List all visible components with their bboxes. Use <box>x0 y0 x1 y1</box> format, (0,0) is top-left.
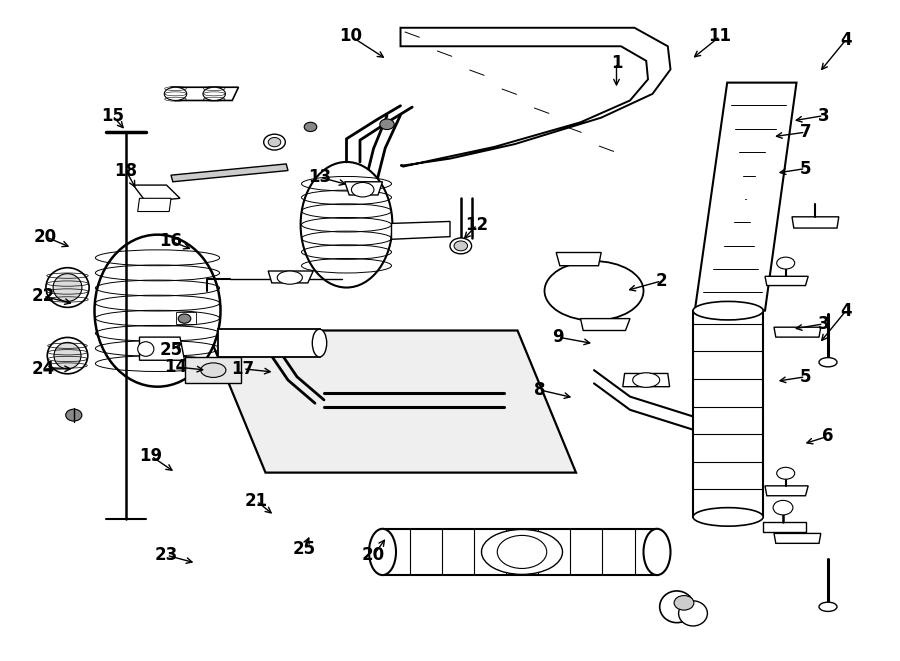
Ellipse shape <box>693 301 763 320</box>
Ellipse shape <box>47 337 88 374</box>
Ellipse shape <box>53 274 82 301</box>
Polygon shape <box>765 276 808 286</box>
Polygon shape <box>140 337 184 360</box>
Text: 23: 23 <box>155 546 178 564</box>
Polygon shape <box>580 319 630 330</box>
Ellipse shape <box>138 342 154 356</box>
Ellipse shape <box>66 409 82 421</box>
Ellipse shape <box>660 591 694 623</box>
Text: 2: 2 <box>656 272 667 290</box>
Polygon shape <box>774 533 821 543</box>
Polygon shape <box>218 329 320 357</box>
Ellipse shape <box>277 271 302 284</box>
Polygon shape <box>765 486 808 496</box>
Polygon shape <box>345 182 382 195</box>
Ellipse shape <box>482 529 562 574</box>
Polygon shape <box>207 330 576 473</box>
Text: 20: 20 <box>362 546 385 564</box>
Text: 19: 19 <box>140 447 163 465</box>
Ellipse shape <box>633 373 660 387</box>
Ellipse shape <box>301 162 392 288</box>
Polygon shape <box>763 522 806 532</box>
Text: 6: 6 <box>823 427 833 446</box>
Text: 24: 24 <box>32 360 55 378</box>
Ellipse shape <box>264 134 285 150</box>
Text: 8: 8 <box>535 381 545 399</box>
Text: 17: 17 <box>231 360 255 378</box>
Text: 9: 9 <box>553 328 563 346</box>
Ellipse shape <box>369 529 396 575</box>
Text: 22: 22 <box>32 287 55 305</box>
Ellipse shape <box>679 601 707 626</box>
Ellipse shape <box>94 235 220 387</box>
Polygon shape <box>792 217 839 228</box>
Polygon shape <box>171 87 238 100</box>
Polygon shape <box>138 198 171 212</box>
Polygon shape <box>623 373 670 387</box>
Ellipse shape <box>773 500 793 515</box>
Polygon shape <box>171 164 288 182</box>
Polygon shape <box>133 185 180 202</box>
Text: 4: 4 <box>841 301 851 320</box>
Ellipse shape <box>777 257 795 269</box>
Text: 15: 15 <box>101 106 124 125</box>
Ellipse shape <box>178 314 191 323</box>
Text: 3: 3 <box>818 315 829 333</box>
Text: 5: 5 <box>800 368 811 386</box>
Ellipse shape <box>352 182 374 197</box>
Text: 21: 21 <box>245 492 268 510</box>
Ellipse shape <box>380 119 394 130</box>
Ellipse shape <box>454 241 468 251</box>
Text: 12: 12 <box>465 215 489 234</box>
Text: 20: 20 <box>33 227 57 246</box>
Ellipse shape <box>544 261 644 321</box>
Ellipse shape <box>312 329 327 357</box>
Ellipse shape <box>201 363 226 377</box>
Polygon shape <box>556 253 601 266</box>
Ellipse shape <box>560 271 628 311</box>
Ellipse shape <box>450 238 472 254</box>
Text: 1: 1 <box>611 54 622 72</box>
Text: 5: 5 <box>800 159 811 178</box>
Ellipse shape <box>164 87 187 100</box>
Text: 13: 13 <box>308 168 331 186</box>
Ellipse shape <box>46 268 89 307</box>
Polygon shape <box>695 83 796 311</box>
Polygon shape <box>184 357 241 383</box>
Polygon shape <box>392 221 450 239</box>
Polygon shape <box>268 271 313 283</box>
Ellipse shape <box>54 342 81 369</box>
Text: 25: 25 <box>292 539 316 558</box>
Text: 7: 7 <box>800 123 811 141</box>
Text: 3: 3 <box>818 106 829 125</box>
Ellipse shape <box>202 87 225 100</box>
Polygon shape <box>382 529 657 575</box>
Polygon shape <box>693 311 763 517</box>
Ellipse shape <box>777 467 795 479</box>
Text: 18: 18 <box>114 161 138 180</box>
Ellipse shape <box>268 137 281 147</box>
Ellipse shape <box>819 602 837 611</box>
Text: 16: 16 <box>159 232 183 251</box>
Ellipse shape <box>674 596 694 610</box>
Ellipse shape <box>644 529 670 575</box>
Polygon shape <box>774 327 821 337</box>
Text: 10: 10 <box>339 27 363 46</box>
Ellipse shape <box>693 508 763 526</box>
Polygon shape <box>400 28 670 167</box>
Ellipse shape <box>497 535 547 568</box>
Text: 25: 25 <box>159 341 183 360</box>
Text: 4: 4 <box>841 30 851 49</box>
Text: 14: 14 <box>164 358 187 376</box>
Ellipse shape <box>304 122 317 132</box>
Ellipse shape <box>819 358 837 367</box>
Text: 11: 11 <box>708 27 732 46</box>
